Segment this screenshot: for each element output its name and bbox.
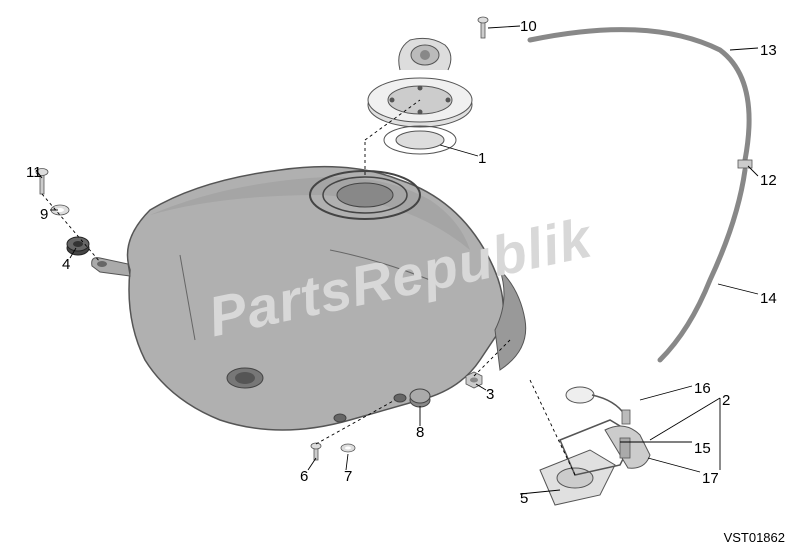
callout-12: 12 bbox=[760, 172, 777, 189]
diagram-id: VST01862 bbox=[724, 530, 785, 545]
callout-14: 14 bbox=[760, 290, 777, 307]
callout-15: 15 bbox=[694, 440, 711, 457]
callout-3: 3 bbox=[486, 386, 494, 403]
hose bbox=[530, 30, 749, 360]
callout-13: 13 bbox=[760, 42, 777, 59]
pump-body-17 bbox=[605, 426, 650, 468]
callout-7: 7 bbox=[344, 468, 352, 485]
nut-3 bbox=[466, 372, 482, 388]
screw-10 bbox=[478, 17, 488, 38]
float-16 bbox=[566, 387, 630, 424]
grommet-4 bbox=[67, 237, 89, 255]
fuel-pump-flange-5 bbox=[540, 450, 615, 505]
exploded-parts bbox=[0, 0, 799, 553]
washer-7 bbox=[341, 444, 355, 452]
bumper-8 bbox=[410, 389, 430, 407]
callout-9: 9 bbox=[40, 206, 48, 223]
callout-10: 10 bbox=[520, 18, 537, 35]
callout-16: 16 bbox=[694, 380, 711, 397]
callout-4: 4 bbox=[62, 256, 70, 273]
screw-6 bbox=[311, 443, 321, 460]
callout-11: 11 bbox=[26, 164, 42, 181]
diagram-container: PartsRepublik 1234567891011121314151617 … bbox=[0, 0, 799, 553]
callout-1: 1 bbox=[478, 150, 486, 167]
callout-8: 8 bbox=[416, 424, 424, 441]
callout-2: 2 bbox=[722, 392, 730, 409]
clamp-12 bbox=[738, 160, 752, 168]
filler-cap bbox=[368, 38, 472, 154]
callout-6: 6 bbox=[300, 468, 308, 485]
callout-5: 5 bbox=[520, 490, 528, 507]
callout-17: 17 bbox=[702, 470, 719, 487]
